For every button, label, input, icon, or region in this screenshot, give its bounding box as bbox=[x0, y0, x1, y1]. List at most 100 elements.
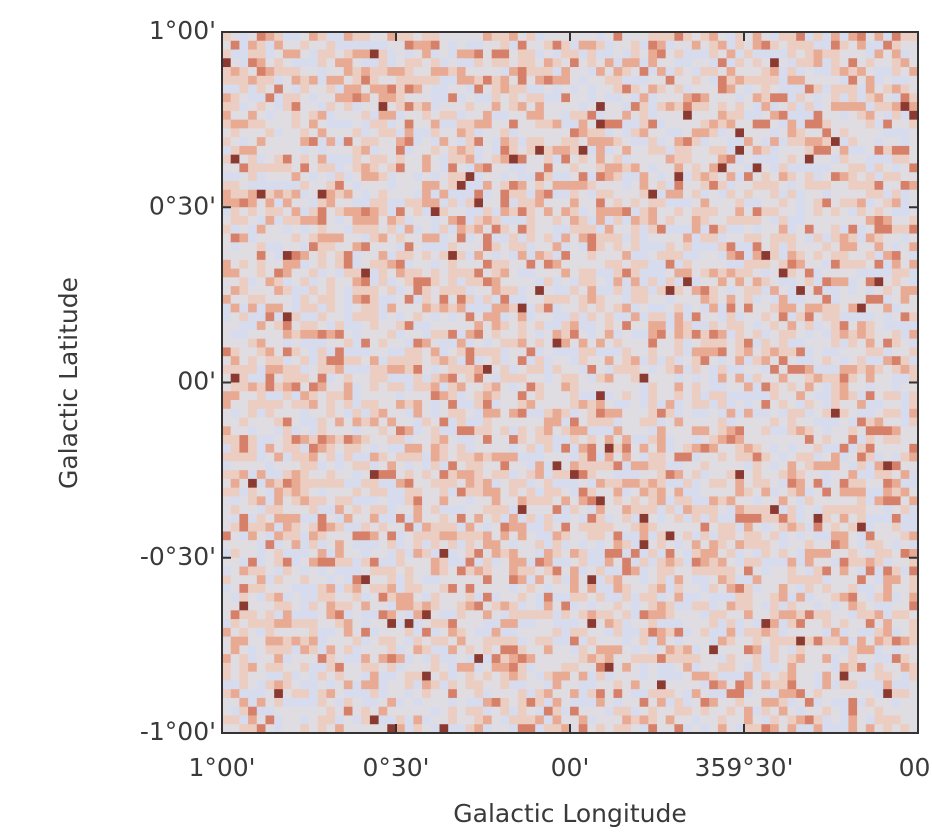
texture-pixel bbox=[361, 628, 370, 637]
texture-pixel bbox=[553, 540, 562, 549]
texture-pixel bbox=[622, 426, 631, 435]
texture-pixel bbox=[353, 85, 362, 94]
texture-pixel bbox=[474, 120, 483, 129]
texture-pixel bbox=[727, 637, 736, 646]
texture-pixel bbox=[379, 32, 388, 41]
texture-pixel bbox=[674, 531, 683, 540]
texture-pixel bbox=[257, 155, 266, 164]
texture-pixel bbox=[283, 269, 292, 278]
texture-pixel bbox=[326, 198, 335, 207]
texture-pixel bbox=[570, 216, 579, 225]
texture-pixel bbox=[544, 637, 553, 646]
texture-pixel bbox=[474, 260, 483, 269]
texture-pixel bbox=[701, 584, 710, 593]
texture-pixel bbox=[379, 488, 388, 497]
texture-pixel bbox=[283, 391, 292, 400]
texture-pixel bbox=[422, 67, 431, 76]
texture-pixel bbox=[387, 426, 396, 435]
texture-pixel bbox=[518, 137, 527, 146]
texture-pixel bbox=[283, 172, 292, 181]
texture-pixel bbox=[596, 356, 605, 365]
texture-pixel bbox=[257, 172, 266, 181]
texture-pixel bbox=[614, 137, 623, 146]
texture-pixel bbox=[318, 234, 327, 243]
texture-pixel bbox=[631, 181, 640, 190]
texture-pixel bbox=[283, 418, 292, 427]
texture-pixel bbox=[431, 514, 440, 523]
texture-pixel bbox=[596, 155, 605, 164]
texture-pixel bbox=[370, 181, 379, 190]
texture-pixel bbox=[579, 505, 588, 514]
texture-pixel bbox=[744, 67, 753, 76]
texture-pixel bbox=[370, 251, 379, 260]
texture-pixel bbox=[248, 470, 257, 479]
texture-pixel bbox=[744, 225, 753, 234]
texture-pixel bbox=[692, 374, 701, 383]
texture-pixel bbox=[631, 531, 640, 540]
texture-pixel bbox=[326, 584, 335, 593]
texture-pixel bbox=[605, 698, 614, 707]
texture-pixel bbox=[413, 383, 422, 392]
texture-pixel bbox=[457, 435, 466, 444]
texture-pixel bbox=[353, 67, 362, 76]
texture-pixel bbox=[535, 637, 544, 646]
texture-pixel bbox=[422, 619, 431, 628]
texture-pixel bbox=[579, 260, 588, 269]
texture-pixel bbox=[605, 663, 614, 672]
texture-pixel bbox=[309, 444, 318, 453]
texture-pixel bbox=[266, 32, 275, 41]
texture-pixel bbox=[614, 426, 623, 435]
texture-pixel bbox=[474, 155, 483, 164]
texture-pixel bbox=[440, 181, 449, 190]
texture-pixel bbox=[614, 575, 623, 584]
texture-pixel bbox=[614, 260, 623, 269]
texture-pixel bbox=[544, 269, 553, 278]
texture-pixel bbox=[274, 374, 283, 383]
texture-pixel bbox=[657, 680, 666, 689]
texture-pixel bbox=[292, 32, 301, 41]
texture-pixel bbox=[335, 610, 344, 619]
texture-pixel bbox=[457, 277, 466, 286]
texture-pixel bbox=[718, 137, 727, 146]
texture-pixel bbox=[283, 409, 292, 418]
texture-pixel bbox=[422, 672, 431, 681]
texture-pixel bbox=[413, 435, 422, 444]
texture-pixel bbox=[422, 453, 431, 462]
texture-pixel bbox=[448, 707, 457, 716]
texture-pixel bbox=[274, 593, 283, 602]
texture-pixel bbox=[222, 163, 231, 172]
texture-pixel bbox=[231, 330, 240, 339]
texture-pixel bbox=[500, 383, 509, 392]
texture-pixel bbox=[674, 155, 683, 164]
texture-pixel bbox=[283, 426, 292, 435]
texture-pixel bbox=[674, 479, 683, 488]
texture-pixel bbox=[648, 549, 657, 558]
texture-pixel bbox=[709, 172, 718, 181]
texture-pixel bbox=[761, 155, 770, 164]
texture-pixel bbox=[579, 295, 588, 304]
texture-pixel bbox=[370, 339, 379, 348]
texture-pixel bbox=[309, 163, 318, 172]
texture-pixel bbox=[483, 347, 492, 356]
texture-pixel bbox=[248, 707, 257, 716]
texture-pixel bbox=[596, 645, 605, 654]
texture-pixel bbox=[335, 461, 344, 470]
texture-pixel bbox=[735, 698, 744, 707]
texture-pixel bbox=[579, 286, 588, 295]
texture-pixel bbox=[361, 356, 370, 365]
texture-pixel bbox=[300, 216, 309, 225]
texture-pixel bbox=[239, 146, 248, 155]
texture-pixel bbox=[431, 479, 440, 488]
texture-pixel bbox=[596, 391, 605, 400]
texture-pixel bbox=[492, 356, 501, 365]
texture-pixel bbox=[466, 672, 475, 681]
texture-pixel bbox=[448, 531, 457, 540]
texture-pixel bbox=[431, 523, 440, 532]
texture-pixel bbox=[631, 146, 640, 155]
texture-pixel bbox=[553, 120, 562, 129]
texture-pixel bbox=[413, 505, 422, 514]
texture-pixel bbox=[405, 435, 414, 444]
texture-pixel bbox=[370, 172, 379, 181]
texture-pixel bbox=[596, 365, 605, 374]
texture-pixel bbox=[744, 654, 753, 663]
